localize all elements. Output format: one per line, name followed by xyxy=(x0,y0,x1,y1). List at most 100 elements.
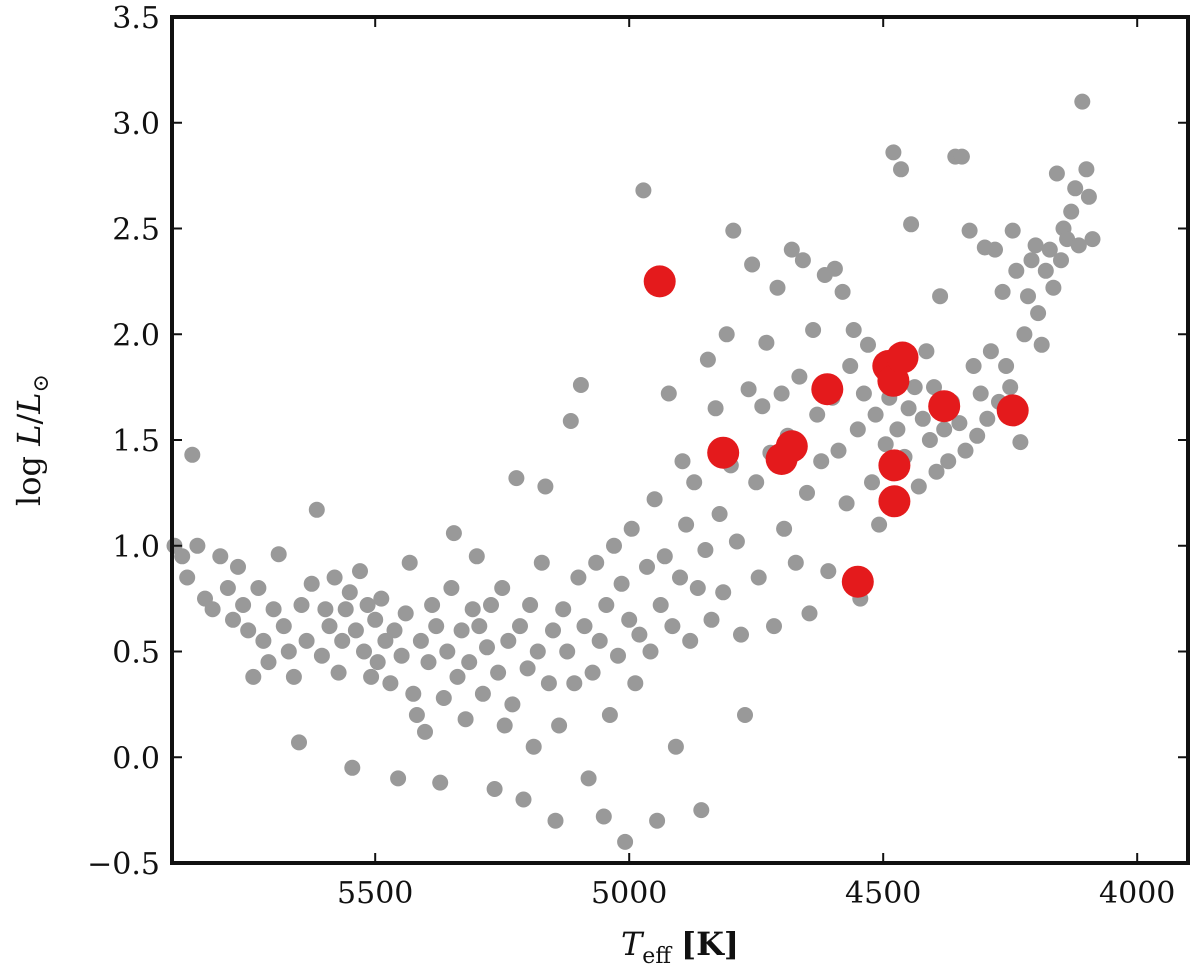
data-point-0-61 xyxy=(443,580,460,596)
data-point-0-237 xyxy=(1080,188,1097,205)
data-point-0-118 xyxy=(649,812,666,829)
data-point-1-4 xyxy=(811,373,844,406)
y-tick-label-3: 1.0 xyxy=(112,530,160,565)
data-point-0-8 xyxy=(219,580,236,596)
data-point-0-28 xyxy=(317,601,334,618)
data-point-0-133 xyxy=(703,611,720,628)
data-point-0-210 xyxy=(982,343,999,360)
data-point-0-134 xyxy=(707,400,724,417)
data-point-0-157 xyxy=(791,368,808,385)
data-point-0-51 xyxy=(405,685,422,702)
data-point-0-113 xyxy=(631,626,648,643)
data-point-0-232 xyxy=(1063,203,1080,220)
data-point-0-107 xyxy=(610,647,626,664)
data-point-0-14 xyxy=(250,580,267,596)
data-point-0-238 xyxy=(1084,231,1101,248)
data-point-0-125 xyxy=(674,453,691,470)
data-point-0-38 xyxy=(356,643,372,660)
data-point-1-3 xyxy=(775,430,808,463)
data-point-0-20 xyxy=(280,643,297,660)
data-point-0-27 xyxy=(313,647,330,664)
data-point-0-76 xyxy=(496,717,513,734)
data-point-0-220 xyxy=(1020,288,1036,305)
data-point-0-222 xyxy=(1027,237,1044,254)
data-point-0-9 xyxy=(225,611,241,628)
data-point-0-120 xyxy=(656,548,673,565)
data-point-0-228 xyxy=(1048,165,1065,182)
data-point-0-140 xyxy=(728,533,745,550)
data-point-0-183 xyxy=(885,144,902,161)
data-point-0-24 xyxy=(298,632,315,649)
data-point-0-169 xyxy=(834,283,851,300)
data-point-0-187 xyxy=(900,400,917,417)
y-axis-label-separator: / xyxy=(10,414,48,425)
data-point-0-97 xyxy=(572,377,589,393)
data-point-0-110 xyxy=(621,611,638,628)
data-point-0-22 xyxy=(291,734,307,751)
data-point-0-55 xyxy=(420,654,437,671)
data-point-0-32 xyxy=(334,632,351,649)
data-point-1-1 xyxy=(707,436,740,469)
data-point-0-106 xyxy=(606,537,622,554)
data-point-0-218 xyxy=(1012,434,1029,451)
data-point-0-103 xyxy=(595,808,612,825)
data-point-0-168 xyxy=(830,442,847,459)
data-point-0-194 xyxy=(926,379,942,396)
data-point-0-188 xyxy=(903,216,920,233)
data-point-0-11 xyxy=(235,597,252,613)
data-point-0-197 xyxy=(936,421,953,438)
data-point-0-57 xyxy=(428,618,445,635)
data-point-0-50 xyxy=(401,554,418,571)
data-point-0-161 xyxy=(805,322,822,338)
data-point-0-66 xyxy=(461,654,478,671)
y-tick-label-0: −0.5 xyxy=(87,847,160,882)
data-point-0-185 xyxy=(893,161,909,178)
data-point-0-26 xyxy=(308,501,325,518)
y-axis-label-symbol2: L xyxy=(10,393,48,415)
y-tick-label-4: 1.5 xyxy=(112,424,160,459)
data-point-0-1 xyxy=(174,548,191,565)
y-axis-label-subscript: ⊙ xyxy=(29,374,54,392)
data-point-0-155 xyxy=(783,241,800,258)
data-point-0-235 xyxy=(1074,93,1091,110)
data-point-0-227 xyxy=(1045,279,1062,296)
data-point-0-41 xyxy=(367,611,384,628)
data-point-0-63 xyxy=(449,668,466,685)
data-point-1-0 xyxy=(643,265,676,298)
data-point-0-190 xyxy=(910,478,927,495)
data-point-0-75 xyxy=(494,580,511,596)
data-point-0-150 xyxy=(766,618,782,635)
data-point-0-81 xyxy=(515,791,532,808)
data-point-0-234 xyxy=(1070,237,1087,254)
data-point-0-91 xyxy=(551,717,568,734)
data-point-0-122 xyxy=(664,618,681,635)
data-point-0-112 xyxy=(627,675,644,692)
data-point-0-165 xyxy=(820,563,837,580)
data-point-0-137 xyxy=(718,326,735,343)
data-point-0-136 xyxy=(715,584,732,601)
data-point-0-163 xyxy=(813,453,830,470)
x-axis-label-symbol: T xyxy=(621,925,645,963)
data-point-0-36 xyxy=(347,622,364,639)
data-point-0-80 xyxy=(512,618,528,635)
data-point-0-95 xyxy=(566,675,583,692)
data-point-0-160 xyxy=(801,605,818,622)
data-point-0-71 xyxy=(479,639,495,656)
x-tick-label-3: 4000 xyxy=(1099,876,1175,911)
data-point-0-78 xyxy=(504,696,521,713)
data-point-0-206 xyxy=(969,427,986,444)
points-layer xyxy=(166,93,1101,850)
data-point-0-116 xyxy=(642,643,659,660)
data-point-0-83 xyxy=(522,597,539,613)
data-point-0-89 xyxy=(545,622,561,639)
data-point-0-151 xyxy=(769,279,786,296)
data-point-0-10 xyxy=(230,558,246,575)
data-point-0-158 xyxy=(794,252,811,269)
data-point-0-153 xyxy=(776,520,793,537)
data-point-0-216 xyxy=(1004,222,1021,239)
y-axis-label-symbol: L xyxy=(10,425,48,447)
data-point-0-42 xyxy=(369,654,386,671)
data-point-0-193 xyxy=(921,432,938,448)
data-point-0-148 xyxy=(758,334,775,351)
data-point-0-35 xyxy=(344,759,361,776)
